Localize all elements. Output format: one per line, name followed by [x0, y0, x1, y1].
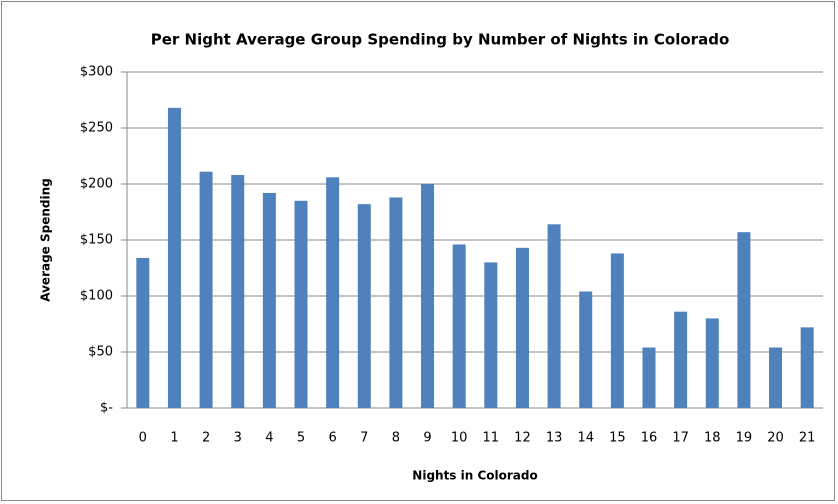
y-axis-title: Average Spending [39, 178, 53, 302]
x-tick-label: 4 [265, 431, 273, 446]
bar [547, 224, 561, 408]
bar [389, 197, 403, 408]
bar [326, 177, 340, 408]
chart-title: Per Night Average Group Spending by Numb… [151, 31, 730, 49]
bar [579, 291, 593, 408]
y-tick-label: $100 [80, 289, 113, 304]
y-tick-label: $- [100, 401, 113, 416]
bar [515, 247, 529, 408]
x-tick-label: 19 [736, 431, 753, 446]
x-tick-label: 5 [297, 431, 305, 446]
bar [199, 171, 213, 408]
x-tick-label: 18 [704, 431, 721, 446]
x-tick-label: 12 [514, 431, 531, 446]
bar [737, 232, 751, 408]
x-tick-label: 21 [799, 431, 816, 446]
x-tick-label: 6 [328, 431, 336, 446]
bar [484, 262, 498, 408]
x-tick-label: 3 [234, 431, 242, 446]
bar [421, 184, 435, 408]
x-tick-label: 9 [423, 431, 431, 446]
y-tick-label: $250 [80, 121, 113, 136]
bar [769, 347, 783, 408]
bar [642, 347, 656, 408]
bar [357, 204, 371, 408]
x-tick-label: 8 [392, 431, 400, 446]
bar [705, 318, 719, 408]
bar [674, 311, 688, 408]
y-tick-label: $300 [80, 65, 113, 80]
x-tick-label: 10 [451, 431, 468, 446]
bar [452, 244, 466, 408]
bar [800, 327, 814, 408]
x-tick-label: 15 [609, 431, 626, 446]
x-tick-label: 17 [672, 431, 689, 446]
x-tick-label: 20 [767, 431, 784, 446]
x-tick-label: 7 [360, 431, 368, 446]
x-tick-label: 2 [202, 431, 210, 446]
x-tick-label: 16 [641, 431, 658, 446]
bar [167, 107, 181, 408]
x-tick-label: 14 [577, 431, 594, 446]
bar [136, 257, 150, 408]
x-tick-label: 11 [483, 431, 500, 446]
y-tick-label: $200 [80, 177, 113, 192]
x-tick-label: 0 [139, 431, 147, 446]
x-tick-label: 13 [546, 431, 563, 446]
bar [262, 192, 276, 408]
bar [294, 200, 308, 408]
bar [610, 253, 624, 408]
y-tick-label: $150 [80, 233, 113, 248]
x-tick-label: 1 [170, 431, 178, 446]
x-axis-title: Nights in Colorado [412, 469, 537, 483]
bar [231, 175, 245, 408]
y-tick-label: $50 [88, 345, 113, 360]
